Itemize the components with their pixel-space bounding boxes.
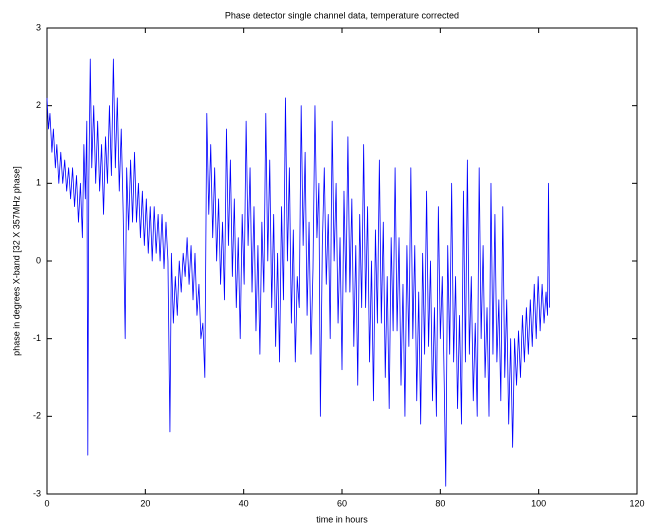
y-tick-label: 1 <box>36 178 41 188</box>
chart-title: Phase detector single channel data, temp… <box>225 10 459 20</box>
x-tick-label: 20 <box>140 498 150 508</box>
x-axis-label: time in hours <box>316 514 368 524</box>
x-tick-label: 40 <box>239 498 249 508</box>
y-axis-label: phase in degrees X-band [32 X 357MHz pha… <box>11 166 21 356</box>
y-tick-label: 2 <box>36 100 41 110</box>
x-tick-label: 80 <box>435 498 445 508</box>
x-tick-label: 60 <box>337 498 347 508</box>
y-tick-label: 3 <box>36 22 41 32</box>
y-tick-label: -3 <box>33 488 41 498</box>
y-tick-label: -2 <box>33 411 41 421</box>
x-tick-label: 100 <box>531 498 546 508</box>
x-tick-label: 120 <box>629 498 644 508</box>
y-tick-label: -1 <box>33 333 41 343</box>
y-tick-label: 0 <box>36 255 41 265</box>
data-line <box>46 58 550 487</box>
x-tick-label: 0 <box>44 498 49 508</box>
